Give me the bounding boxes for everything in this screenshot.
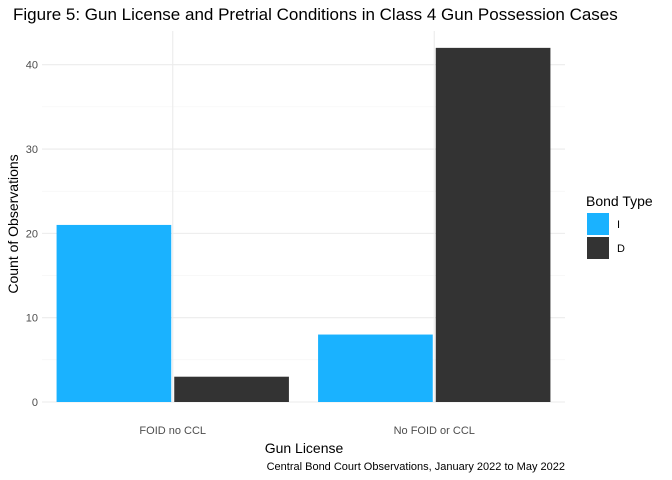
y-tick-label: 10 [26, 313, 38, 325]
chart-caption: Central Bond Court Observations, January… [267, 461, 565, 473]
y-axis-ticks: 0 10 20 30 40 [26, 60, 38, 409]
bar-i-0 [56, 224, 172, 402]
y-axis-title: Count of Observations [5, 154, 21, 293]
bar-d-1 [435, 47, 551, 402]
chart-title: Figure 5: Gun License and Pretrial Condi… [13, 5, 618, 24]
legend-label: I [617, 219, 620, 231]
y-tick-label: 0 [32, 397, 38, 409]
legend-key-d [587, 237, 609, 259]
legend-label: D [617, 243, 625, 255]
y-tick-label: 20 [26, 228, 38, 240]
x-tick-label: No FOID or CCL [394, 425, 475, 437]
legend-key-i [587, 213, 609, 235]
legend-title: Bond Type [586, 193, 653, 209]
x-axis-title: Gun License [265, 440, 344, 456]
bars [56, 47, 551, 402]
y-tick-label: 40 [26, 60, 38, 72]
bar-i-1 [318, 334, 433, 402]
x-axis-ticks: FOID no CCL No FOID or CCL [139, 425, 474, 437]
x-tick-label: FOID no CCL [139, 425, 206, 437]
legend: Bond Type ID [586, 193, 653, 259]
bar-d-0 [174, 376, 289, 402]
y-tick-label: 30 [26, 144, 38, 156]
